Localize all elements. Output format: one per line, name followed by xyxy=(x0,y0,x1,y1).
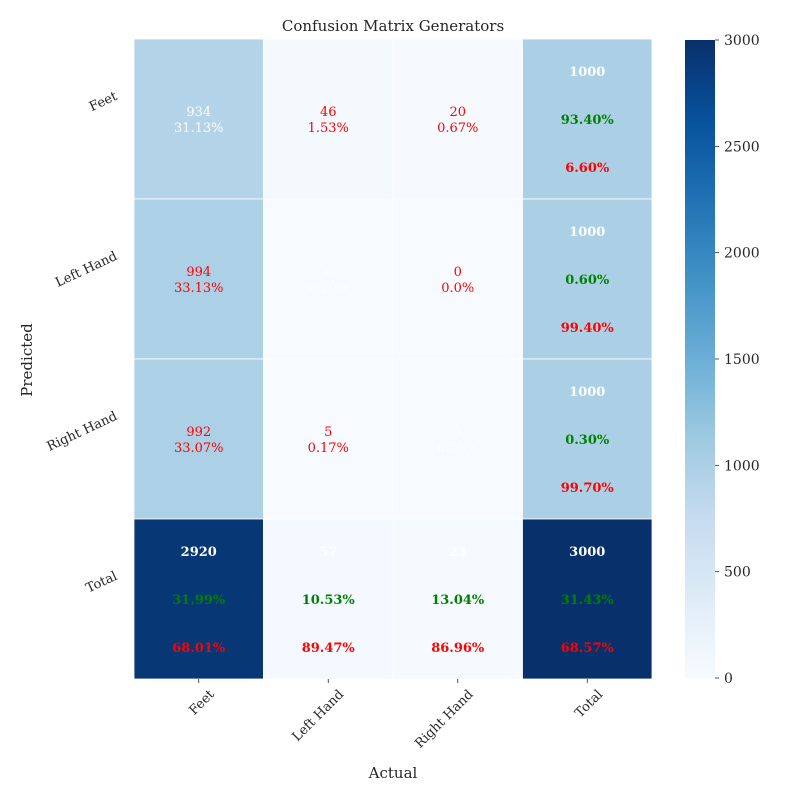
y-tick-label: Feet xyxy=(87,89,120,115)
colorbar xyxy=(685,40,715,678)
cell-wrong-pct-label: 86.96% xyxy=(431,641,485,656)
cell-wrong-pct-label: 6.60% xyxy=(565,161,610,176)
colorbar-ticks: 0 500 1000 1500 2000 2500 3000 xyxy=(715,33,760,687)
cell-pct-label: 0.17% xyxy=(308,441,349,456)
cell-pct-label: 31.13% xyxy=(174,121,224,136)
cell-count-label: 0 xyxy=(454,265,462,280)
chart-title: Confusion Matrix Generators xyxy=(282,17,504,35)
cell-correct-pct-label: 31.43% xyxy=(561,593,615,608)
cell-count-label: 1000 xyxy=(569,225,605,240)
heatmap-cell xyxy=(392,38,523,200)
cell-pct-label: 1.53% xyxy=(308,121,349,136)
cell-count-label: 1000 xyxy=(569,65,605,80)
colorbar-tick-label: 1500 xyxy=(724,352,760,368)
heatmap-cells xyxy=(133,38,653,680)
cell-count-label: 5 xyxy=(324,425,332,440)
cell-count-label: 3 xyxy=(454,425,462,440)
cell-correct-pct-label: 0.60% xyxy=(565,273,610,288)
cell-wrong-pct-label: 99.40% xyxy=(561,321,615,336)
cell-count-label: 20 xyxy=(449,105,466,120)
heatmap-cell xyxy=(263,518,394,680)
cell-correct-pct-label: 0.30% xyxy=(565,433,610,448)
heatmap-cell xyxy=(263,198,394,360)
cell-wrong-pct-label: 68.01% xyxy=(172,641,226,656)
y-tick-label: Total xyxy=(84,569,120,596)
colorbar-tick-label: 0 xyxy=(724,671,733,687)
cell-count-label: 57 xyxy=(319,545,337,560)
heatmap-cell xyxy=(522,358,653,520)
cell-wrong-pct-label: 89.47% xyxy=(302,641,356,656)
heatmap-cell xyxy=(133,198,264,360)
cell-count-label: 2920 xyxy=(181,545,217,560)
cell-correct-pct-label: 31.99% xyxy=(172,593,226,608)
heatmap-cell xyxy=(522,518,653,680)
cell-correct-pct-label: 93.40% xyxy=(561,113,615,128)
colorbar-tick-label: 2500 xyxy=(724,139,760,155)
y-axis-label: Predicted xyxy=(18,323,36,397)
x-tick-label: Total xyxy=(572,687,606,721)
colorbar-tick-label: 500 xyxy=(724,565,751,581)
y-tick-label: Right Hand xyxy=(45,409,120,455)
cell-pct-label: 0.67% xyxy=(437,121,478,136)
heatmap-cell xyxy=(522,198,653,360)
x-tick-labels: Feet Left Hand Right Hand Total xyxy=(187,679,606,751)
heatmap-cell xyxy=(133,38,264,200)
cell-count-label: 6 xyxy=(324,265,332,280)
heatmap-cell xyxy=(522,38,653,200)
heatmap-cell xyxy=(392,198,523,360)
y-tick-labels: Feet Left Hand Right Hand Total xyxy=(45,89,121,597)
y-tick-label: Left Hand xyxy=(53,249,119,291)
cell-pct-label: 33.07% xyxy=(174,441,224,456)
heatmap-cell xyxy=(263,38,394,200)
cell-pct-label: 0.20% xyxy=(308,281,349,296)
colorbar-tick-label: 1000 xyxy=(724,458,760,474)
cell-count-label: 934 xyxy=(186,105,211,120)
heatmap-cell xyxy=(392,518,523,680)
cell-count-label: 992 xyxy=(186,425,211,440)
x-tick-label: Left Hand xyxy=(290,687,347,744)
x-tick-label: Feet xyxy=(187,687,219,719)
cell-count-label: 3000 xyxy=(569,545,605,560)
cell-wrong-pct-label: 68.57% xyxy=(561,641,615,656)
colorbar-tick-label: 3000 xyxy=(724,33,760,49)
cell-count-label: 46 xyxy=(320,105,337,120)
cell-count-label: 994 xyxy=(186,265,211,280)
heatmap-cell xyxy=(263,358,394,520)
cell-correct-pct-label: 13.04% xyxy=(431,593,485,608)
colorbar-tick-label: 2000 xyxy=(724,246,760,262)
cell-pct-label: 33.13% xyxy=(174,281,224,296)
cell-correct-pct-label: 10.53% xyxy=(302,593,356,608)
cell-wrong-pct-label: 99.70% xyxy=(561,481,615,496)
cell-pct-label: 0.0% xyxy=(441,281,474,296)
cell-count-label: 23 xyxy=(449,545,467,560)
heatmap-cell xyxy=(133,518,264,680)
x-tick-label: Right Hand xyxy=(412,687,476,751)
cell-count-label: 1000 xyxy=(569,385,605,400)
x-axis-label: Actual xyxy=(368,764,418,782)
cell-pct-label: 0.10% xyxy=(437,441,478,456)
